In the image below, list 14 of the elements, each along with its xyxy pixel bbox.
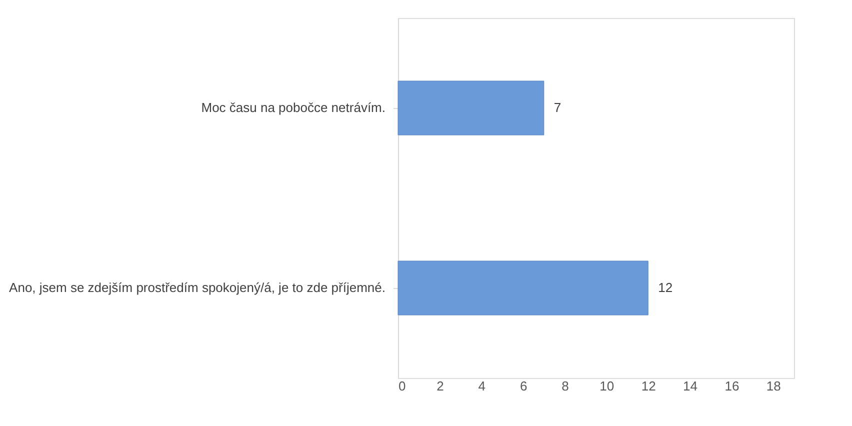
x-tick-label: 0 — [398, 378, 406, 394]
x-tick-label: 16 — [724, 378, 740, 394]
data-label: 7 — [554, 100, 562, 115]
x-tick-label: 2 — [436, 378, 444, 394]
x-tick-label: 12 — [641, 378, 656, 394]
x-tick-label: 18 — [766, 378, 781, 394]
x-tick-label: 4 — [478, 378, 486, 394]
x-tick-label: 8 — [562, 378, 569, 394]
x-tick-label: 10 — [600, 378, 614, 394]
data-label: 12 — [658, 280, 673, 295]
y-tick-label: Ano, jsem se zdejším prostředím spokojený/á, je to zde příjemné. — [9, 280, 386, 295]
x-tick-label: 6 — [520, 378, 528, 394]
x-tick-label: 14 — [683, 378, 698, 394]
y-tick-label: Moc času na pobočce netrávím. — [201, 100, 386, 115]
